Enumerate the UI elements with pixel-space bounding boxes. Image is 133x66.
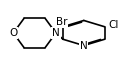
Text: N: N — [52, 28, 60, 38]
Text: O: O — [9, 28, 17, 38]
Text: N: N — [80, 41, 88, 51]
Text: Br: Br — [56, 17, 67, 27]
Text: Cl: Cl — [109, 20, 119, 30]
